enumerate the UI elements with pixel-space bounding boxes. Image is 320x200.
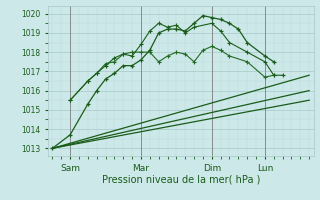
X-axis label: Pression niveau de la mer( hPa ): Pression niveau de la mer( hPa ) — [102, 174, 260, 184]
